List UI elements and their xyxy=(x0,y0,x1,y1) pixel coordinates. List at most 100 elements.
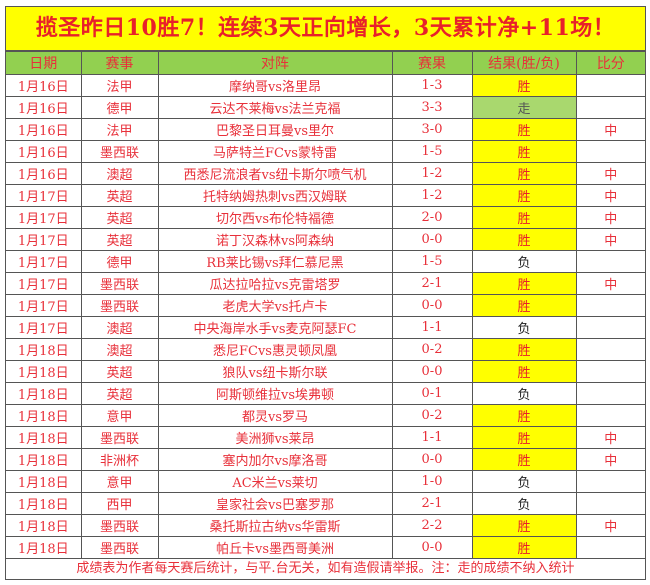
cell-match: 马萨特兰FCvs蒙特雷 xyxy=(157,140,393,163)
cell-result: 胜 xyxy=(471,74,577,97)
cell-match: 托特纳姆热刺vs西汉姆联 xyxy=(157,184,393,207)
cell-score: 1-2 xyxy=(391,162,473,185)
cell-date: 1月16日 xyxy=(6,140,82,163)
cell-date: 1月17日 xyxy=(6,272,82,295)
cell-date: 1月18日 xyxy=(6,338,82,361)
table-row: 1月16日 澳超 西悉尼流浪者vs纽卡斯尔喷气机 1-2 胜中 xyxy=(6,162,645,185)
cell-pick: 中 xyxy=(575,162,645,185)
header-league: 赛事 xyxy=(80,51,159,75)
cell-pick: 中 xyxy=(575,514,645,537)
cell-score: 0-0 xyxy=(391,360,473,383)
table-row: 1月18日 意甲 都灵vs罗马 0-2 胜 xyxy=(6,404,645,427)
cell-score: 0-2 xyxy=(391,404,473,427)
table-row: 1月18日 英超 狼队vs纽卡斯尔联 0-0 胜 xyxy=(6,360,645,383)
cell-result: 负 xyxy=(471,250,577,273)
cell-score: 0-1 xyxy=(391,382,473,405)
header-date: 日期 xyxy=(6,51,82,75)
cell-league: 墨西联 xyxy=(80,426,159,449)
cell-pick: 中 xyxy=(575,448,645,471)
cell-pick xyxy=(575,74,645,97)
cell-result: 走 xyxy=(471,96,577,119)
cell-pick: 中 xyxy=(575,228,645,251)
table-row: 1月17日 德甲 RB莱比锡vs拜仁慕尼黑 1-5 负 xyxy=(6,250,645,273)
cell-pick xyxy=(575,470,645,493)
cell-pick xyxy=(575,294,645,317)
table-row: 1月16日 法甲 摩纳哥vs洛里昂 1-3 胜 xyxy=(6,74,645,97)
footer-note: 成绩表为作者每天赛后统计，与平.台无关，如有造假请举报。注：走的成绩不纳入统计 xyxy=(76,561,575,576)
cell-league: 意甲 xyxy=(80,404,159,427)
cell-result: 胜 xyxy=(471,448,577,471)
cell-result: 胜 xyxy=(471,228,577,251)
cell-match: 桑托斯拉古纳vs华雷斯 xyxy=(157,514,393,537)
cell-date: 1月18日 xyxy=(6,514,82,537)
table-row: 1月18日 澳超 悉尼FCvs惠灵顿凤凰 0-2 胜 xyxy=(6,338,645,361)
cell-date: 1月17日 xyxy=(6,206,82,229)
cell-result: 胜 xyxy=(471,184,577,207)
cell-result: 负 xyxy=(471,382,577,405)
cell-league: 英超 xyxy=(80,382,159,405)
cell-match: 诺丁汉森林vs阿森纳 xyxy=(157,228,393,251)
cell-result: 负 xyxy=(471,492,577,515)
header-result: 结果(胜/负) xyxy=(471,51,577,75)
results-table: 日期 赛事 对阵 赛果 结果(胜/负) 比分 1月16日 法甲 摩纳哥vs洛里昂 1-3 胜 1月1… xyxy=(6,51,645,559)
cell-date: 1月17日 xyxy=(6,184,82,207)
cell-score: 1-1 xyxy=(391,426,473,449)
cell-league: 法甲 xyxy=(80,118,159,141)
cell-score: 1-5 xyxy=(391,250,473,273)
cell-league: 英超 xyxy=(80,360,159,383)
header-row: 日期 赛事 对阵 赛果 结果(胜/负) 比分 xyxy=(6,51,645,75)
cell-result: 胜 xyxy=(471,514,577,537)
cell-pick xyxy=(575,360,645,383)
table-row: 1月17日 澳超 中央海岸水手vs麦克阿瑟FC 1-1 负 xyxy=(6,316,645,339)
cell-match: 帕丘卡vs墨西哥美洲 xyxy=(157,536,393,559)
cell-match: 中央海岸水手vs麦克阿瑟FC xyxy=(157,316,393,339)
cell-match: 美洲狮vs莱昂 xyxy=(157,426,393,449)
cell-league: 德甲 xyxy=(80,250,159,273)
cell-pick: 中 xyxy=(575,184,645,207)
cell-pick: 中 xyxy=(575,426,645,449)
cell-date: 1月18日 xyxy=(6,536,82,559)
cell-score: 1-3 xyxy=(391,74,473,97)
cell-date: 1月18日 xyxy=(6,360,82,383)
cell-pick xyxy=(575,492,645,515)
cell-score: 3-0 xyxy=(391,118,473,141)
header-pick: 比分 xyxy=(575,51,645,75)
cell-result: 胜 xyxy=(471,294,577,317)
results-sheet: 揽圣昨日10胜7！连续3天正向增长，3天累计净+11场！ 日期 赛事 对阵 赛果 结果(… xyxy=(5,6,646,580)
table-row: 1月18日 意甲 AC米兰vs莱切 1-0 负 xyxy=(6,470,645,493)
cell-match: 瓜达拉哈拉vs克雷塔罗 xyxy=(157,272,393,295)
cell-match: 云达不莱梅vs法兰克福 xyxy=(157,96,393,119)
cell-pick xyxy=(575,382,645,405)
cell-pick xyxy=(575,338,645,361)
cell-result: 胜 xyxy=(471,404,577,427)
cell-date: 1月16日 xyxy=(6,74,82,97)
cell-date: 1月17日 xyxy=(6,228,82,251)
cell-pick: 中 xyxy=(575,118,645,141)
cell-result: 负 xyxy=(471,470,577,493)
header-score: 赛果 xyxy=(391,51,473,75)
cell-date: 1月18日 xyxy=(6,404,82,427)
cell-league: 法甲 xyxy=(80,74,159,97)
cell-match: 切尔西vs布伦特福德 xyxy=(157,206,393,229)
header-match: 对阵 xyxy=(157,51,393,75)
cell-date: 1月18日 xyxy=(6,382,82,405)
cell-score: 1-5 xyxy=(391,140,473,163)
cell-pick xyxy=(575,96,645,119)
table-row: 1月17日 英超 托特纳姆热刺vs西汉姆联 1-2 胜中 xyxy=(6,184,645,207)
table-row: 1月18日 西甲 皇家社会vs巴塞罗那 2-1 负 xyxy=(6,492,645,515)
cell-match: 阿斯顿维拉vs埃弗顿 xyxy=(157,382,393,405)
cell-date: 1月17日 xyxy=(6,250,82,273)
cell-date: 1月17日 xyxy=(6,294,82,317)
cell-pick xyxy=(575,536,645,559)
cell-result: 胜 xyxy=(471,118,577,141)
table-row: 1月17日 墨西联 老虎大学vs托卢卡 0-0 胜 xyxy=(6,294,645,317)
cell-match: 巴黎圣日耳曼vs里尔 xyxy=(157,118,393,141)
table-row: 1月17日 英超 切尔西vs布伦特福德 2-0 胜中 xyxy=(6,206,645,229)
cell-score: 2-1 xyxy=(391,272,473,295)
table-row: 1月17日 墨西联 瓜达拉哈拉vs克雷塔罗 2-1 胜中 xyxy=(6,272,645,295)
cell-league: 德甲 xyxy=(80,96,159,119)
cell-match: 都灵vs罗马 xyxy=(157,404,393,427)
table-row: 1月16日 墨西联 马萨特兰FCvs蒙特雷 1-5 胜 xyxy=(6,140,645,163)
cell-score: 0-0 xyxy=(391,448,473,471)
cell-pick xyxy=(575,316,645,339)
